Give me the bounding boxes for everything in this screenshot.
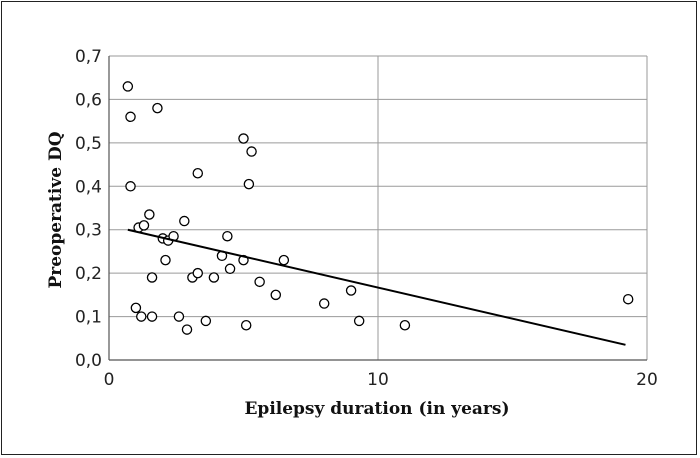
y-tick-label: 0,1 — [75, 308, 102, 328]
data-point — [192, 168, 204, 179]
data-point — [399, 320, 411, 331]
data-point — [622, 293, 634, 305]
data-point — [144, 209, 155, 220]
data-point — [179, 215, 190, 227]
data-point — [173, 311, 185, 322]
data-point — [222, 230, 233, 242]
data-point — [160, 254, 171, 266]
x-tick-label: 0 — [104, 370, 115, 390]
data-point — [254, 276, 265, 288]
y-tick-label: 0,2 — [75, 264, 102, 284]
data-points — [122, 81, 634, 335]
data-point — [192, 267, 204, 279]
data-point — [146, 311, 158, 322]
tick-labels: 0,0 0,1 0,2 0,3 0,4 0,5 0,6 0,7 0 10 20 — [75, 47, 658, 390]
axes — [108, 56, 647, 361]
data-point — [122, 81, 134, 92]
data-point — [224, 263, 236, 275]
data-point — [246, 146, 257, 157]
data-point — [130, 302, 142, 314]
y-tick-label: 0,7 — [75, 47, 102, 67]
data-point — [208, 272, 220, 283]
y-tick-label: 0,3 — [75, 221, 102, 241]
data-point — [152, 102, 163, 114]
x-tick-label: 20 — [636, 370, 658, 390]
x-axis-label: Epilepsy duration (in years) — [244, 399, 509, 419]
data-point — [146, 272, 158, 283]
data-point — [278, 254, 290, 266]
data-point — [353, 315, 365, 327]
y-tick-label: 0,5 — [75, 134, 102, 154]
gridlines — [109, 55, 648, 360]
data-point — [318, 298, 330, 309]
y-axis-label: Preoperative DQ — [46, 131, 66, 288]
data-point — [181, 324, 193, 335]
data-point — [345, 285, 357, 296]
trendline — [127, 228, 626, 346]
data-point — [238, 133, 249, 144]
data-point — [200, 315, 212, 327]
trendline-group — [127, 228, 626, 346]
y-tick-label: 0,6 — [75, 90, 102, 110]
data-point — [240, 320, 252, 331]
y-tick-label: 0,0 — [75, 351, 102, 371]
data-point — [125, 181, 136, 192]
x-tick-label: 10 — [367, 370, 389, 390]
data-point — [270, 289, 282, 301]
data-point — [138, 220, 150, 231]
data-point — [136, 311, 147, 322]
data-point — [125, 111, 136, 123]
data-point — [243, 178, 255, 190]
y-tick-label: 0,4 — [75, 177, 102, 197]
